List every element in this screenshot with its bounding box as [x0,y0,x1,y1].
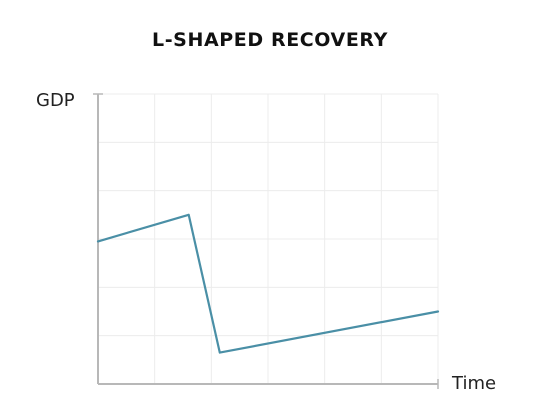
y-axis-label: GDP [36,90,75,111]
series-lines [96,213,440,354]
axes [93,93,439,389]
chart-title: L-SHAPED RECOVERY [151,29,388,51]
grid-lines [98,93,439,384]
gdp-series-line [96,213,440,354]
x-axis-label: Time [452,373,497,394]
